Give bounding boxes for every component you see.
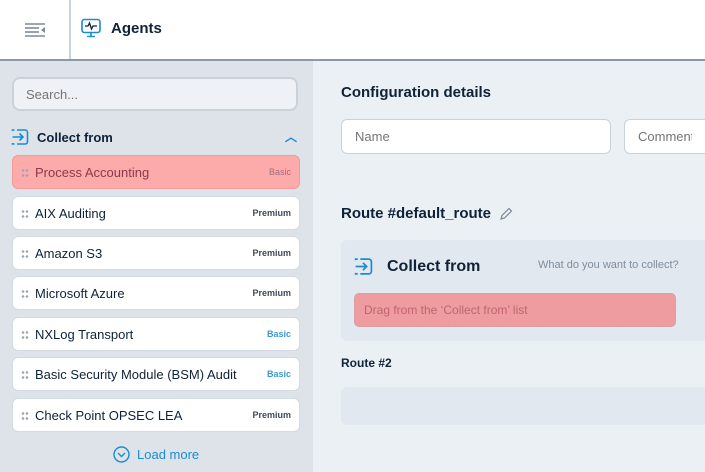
tier-badge: Premium: [252, 288, 291, 298]
configuration-details-title: Configuration details: [341, 84, 491, 101]
drop-zone[interactable]: Drag from the ‘Collect from’ list: [354, 293, 676, 327]
route-title: Route #default_route: [341, 205, 513, 222]
tier-badge: Premium: [252, 410, 291, 420]
tier-badge: Basic: [266, 369, 291, 379]
drag-handle-icon[interactable]: [21, 369, 29, 379]
monitor-pulse-icon: [81, 18, 101, 38]
tier-badge: Premium: [252, 248, 291, 258]
drag-handle-icon[interactable]: [21, 410, 29, 420]
enter-arrow-icon: [354, 258, 373, 275]
comment-input[interactable]: [624, 119, 705, 154]
drag-handle-icon[interactable]: [21, 329, 29, 339]
load-more-button[interactable]: Load more: [113, 446, 199, 463]
menu-collapse-icon: [24, 22, 45, 37]
list-item[interactable]: Microsoft Azure Premium: [12, 276, 300, 310]
tier-badge: Premium: [252, 208, 291, 218]
list-item[interactable]: Check Point OPSEC LEA Premium: [12, 398, 300, 432]
section-label: Collect from: [37, 129, 113, 145]
pencil-icon[interactable]: [499, 207, 513, 221]
header: Agents: [0, 0, 705, 61]
drag-handle-icon[interactable]: [21, 208, 29, 218]
list-item[interactable]: AIX Auditing Premium: [12, 196, 300, 230]
list-item[interactable]: Process Accounting Basic: [12, 155, 300, 189]
enter-arrow-icon: [11, 129, 29, 145]
list-item[interactable]: Basic Security Module (BSM) Audit Basic: [12, 357, 300, 391]
collect-from-card: Collect from What do you want to collect…: [341, 240, 705, 341]
list-item[interactable]: Amazon S3 Premium: [12, 236, 300, 270]
page-title: Agents: [111, 19, 162, 37]
drag-handle-icon[interactable]: [21, 288, 29, 298]
drag-handle-icon[interactable]: [21, 167, 29, 177]
route-2-card: [341, 387, 705, 425]
tier-badge: Basic: [268, 167, 291, 177]
name-input[interactable]: [341, 119, 611, 154]
collect-from-section-header[interactable]: Collect from ︿: [11, 128, 301, 146]
route-2-title: Route #2: [341, 356, 392, 370]
search-input[interactable]: [12, 77, 298, 111]
drag-handle-icon[interactable]: [21, 248, 29, 258]
chevron-down-circle-icon: [113, 446, 130, 463]
menu-toggle-button[interactable]: [0, 0, 71, 59]
list-item[interactable]: NXLog Transport Basic: [12, 317, 300, 351]
tier-badge: Basic: [266, 329, 291, 339]
card-hint: What do you want to collect?: [538, 259, 679, 271]
chevron-up-icon[interactable]: ︿: [284, 130, 297, 144]
